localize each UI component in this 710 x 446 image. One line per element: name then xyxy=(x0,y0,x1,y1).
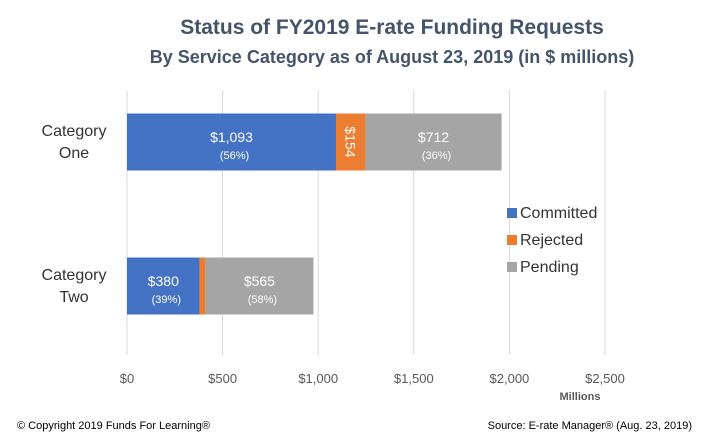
chart-title: Status of FY2019 E-rate Funding Requests xyxy=(180,16,604,39)
data-label-percent: (39%) xyxy=(152,294,181,306)
category-label: Category xyxy=(42,267,107,284)
data-labels: $1,093 (56%) $154 $712 (36%) $380 (39%) $565 (58… xyxy=(148,126,451,306)
bars xyxy=(127,113,502,315)
category-label: Two xyxy=(59,289,88,306)
bar-committed-1 xyxy=(127,113,336,171)
data-label-value: $1,093 xyxy=(210,129,253,145)
data-label-value: $712 xyxy=(418,129,449,145)
x-axis-label: Millions xyxy=(560,391,601,403)
bar-rejected-2 xyxy=(199,257,206,315)
category-label: One xyxy=(59,145,89,162)
data-label-percent: (56%) xyxy=(220,150,249,162)
data-label-percent: (58%) xyxy=(248,294,277,306)
legend-label-rejected: Rejected xyxy=(520,232,583,249)
legend-swatch-committed xyxy=(507,208,517,218)
bar-pending-1 xyxy=(365,113,502,171)
x-axis-ticks: $0 $500 $1,000 $1,500 $2,000 $2,500 xyxy=(120,371,625,386)
legend-label-pending: Pending xyxy=(520,259,579,276)
category-label: Category xyxy=(42,123,107,140)
x-tick-label: $1,500 xyxy=(394,371,434,386)
x-tick-label: $2,500 xyxy=(585,371,625,386)
data-label-value: $565 xyxy=(244,273,275,289)
bar-rejected-1 xyxy=(335,113,366,171)
copyright-text: © Copyright 2019 Funds For Learning® xyxy=(17,420,210,432)
x-tick-label: $1,000 xyxy=(298,371,338,386)
legend-swatch-pending xyxy=(507,262,517,272)
chart-subtitle: By Service Category as of August 23, 201… xyxy=(150,47,635,67)
legend-label-committed: Committed xyxy=(520,205,597,222)
legend: Committed Rejected Pending xyxy=(507,205,597,276)
legend-swatch-rejected xyxy=(507,235,517,245)
x-tick-label: $2,000 xyxy=(490,371,530,386)
data-label-value: $380 xyxy=(148,273,179,289)
x-tick-label: $0 xyxy=(120,371,134,386)
data-label-value: $154 xyxy=(343,126,359,157)
bar-pending-2 xyxy=(205,257,314,315)
data-label-percent: (36%) xyxy=(422,150,451,162)
bar-committed-2 xyxy=(127,257,200,315)
x-tick-label: $500 xyxy=(208,371,237,386)
source-text: Source: E-rate Manager® (Aug. 23, 2019) xyxy=(488,420,692,432)
category-labels: Category One Category Two xyxy=(42,123,107,306)
